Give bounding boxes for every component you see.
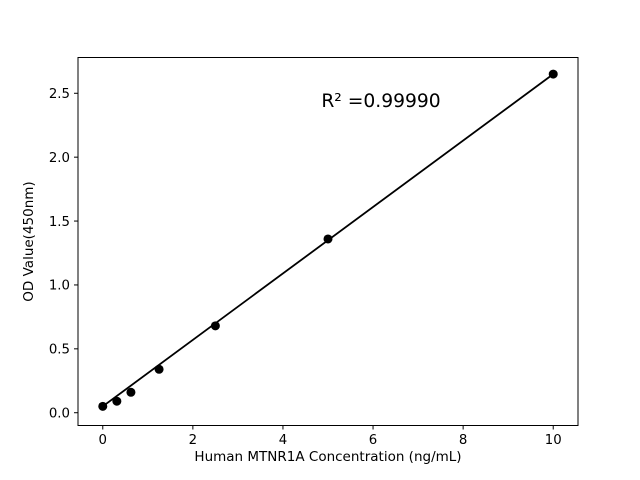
x-tick-label: 4 xyxy=(279,433,287,448)
y-tick-label: 0.0 xyxy=(49,407,70,422)
x-tick-label: 8 xyxy=(459,433,467,448)
plot-generated-layer: 0 2 4 6 8 10 0.0 0.5 1.0 1.5 2.0 2.5 xyxy=(49,69,562,448)
data-point xyxy=(154,364,164,374)
data-point xyxy=(323,234,333,244)
y-tick-label: 0.5 xyxy=(49,343,70,358)
y-tick-label: 2.5 xyxy=(49,87,70,102)
y-axis-label: OD Value(450nm) xyxy=(21,181,37,301)
r-squared-annotation: R² =0.99990 xyxy=(321,91,440,112)
data-point xyxy=(98,401,108,411)
x-tick-label: 0 xyxy=(99,433,107,448)
data-point xyxy=(548,69,558,79)
y-tick-label: 1.5 xyxy=(49,215,70,230)
y-tick-label: 2.0 xyxy=(49,151,70,166)
data-point xyxy=(112,396,122,406)
data-point xyxy=(126,387,136,397)
data-point xyxy=(210,321,220,331)
x-axis-label: Human MTNR1A Concentration (ng/mL) xyxy=(194,449,461,465)
plot-area-border xyxy=(77,57,579,426)
y-tick-label: 1.0 xyxy=(49,279,70,294)
x-tick-label: 10 xyxy=(545,433,562,448)
x-tick-label: 2 xyxy=(189,433,197,448)
x-tick-label: 6 xyxy=(369,433,377,448)
